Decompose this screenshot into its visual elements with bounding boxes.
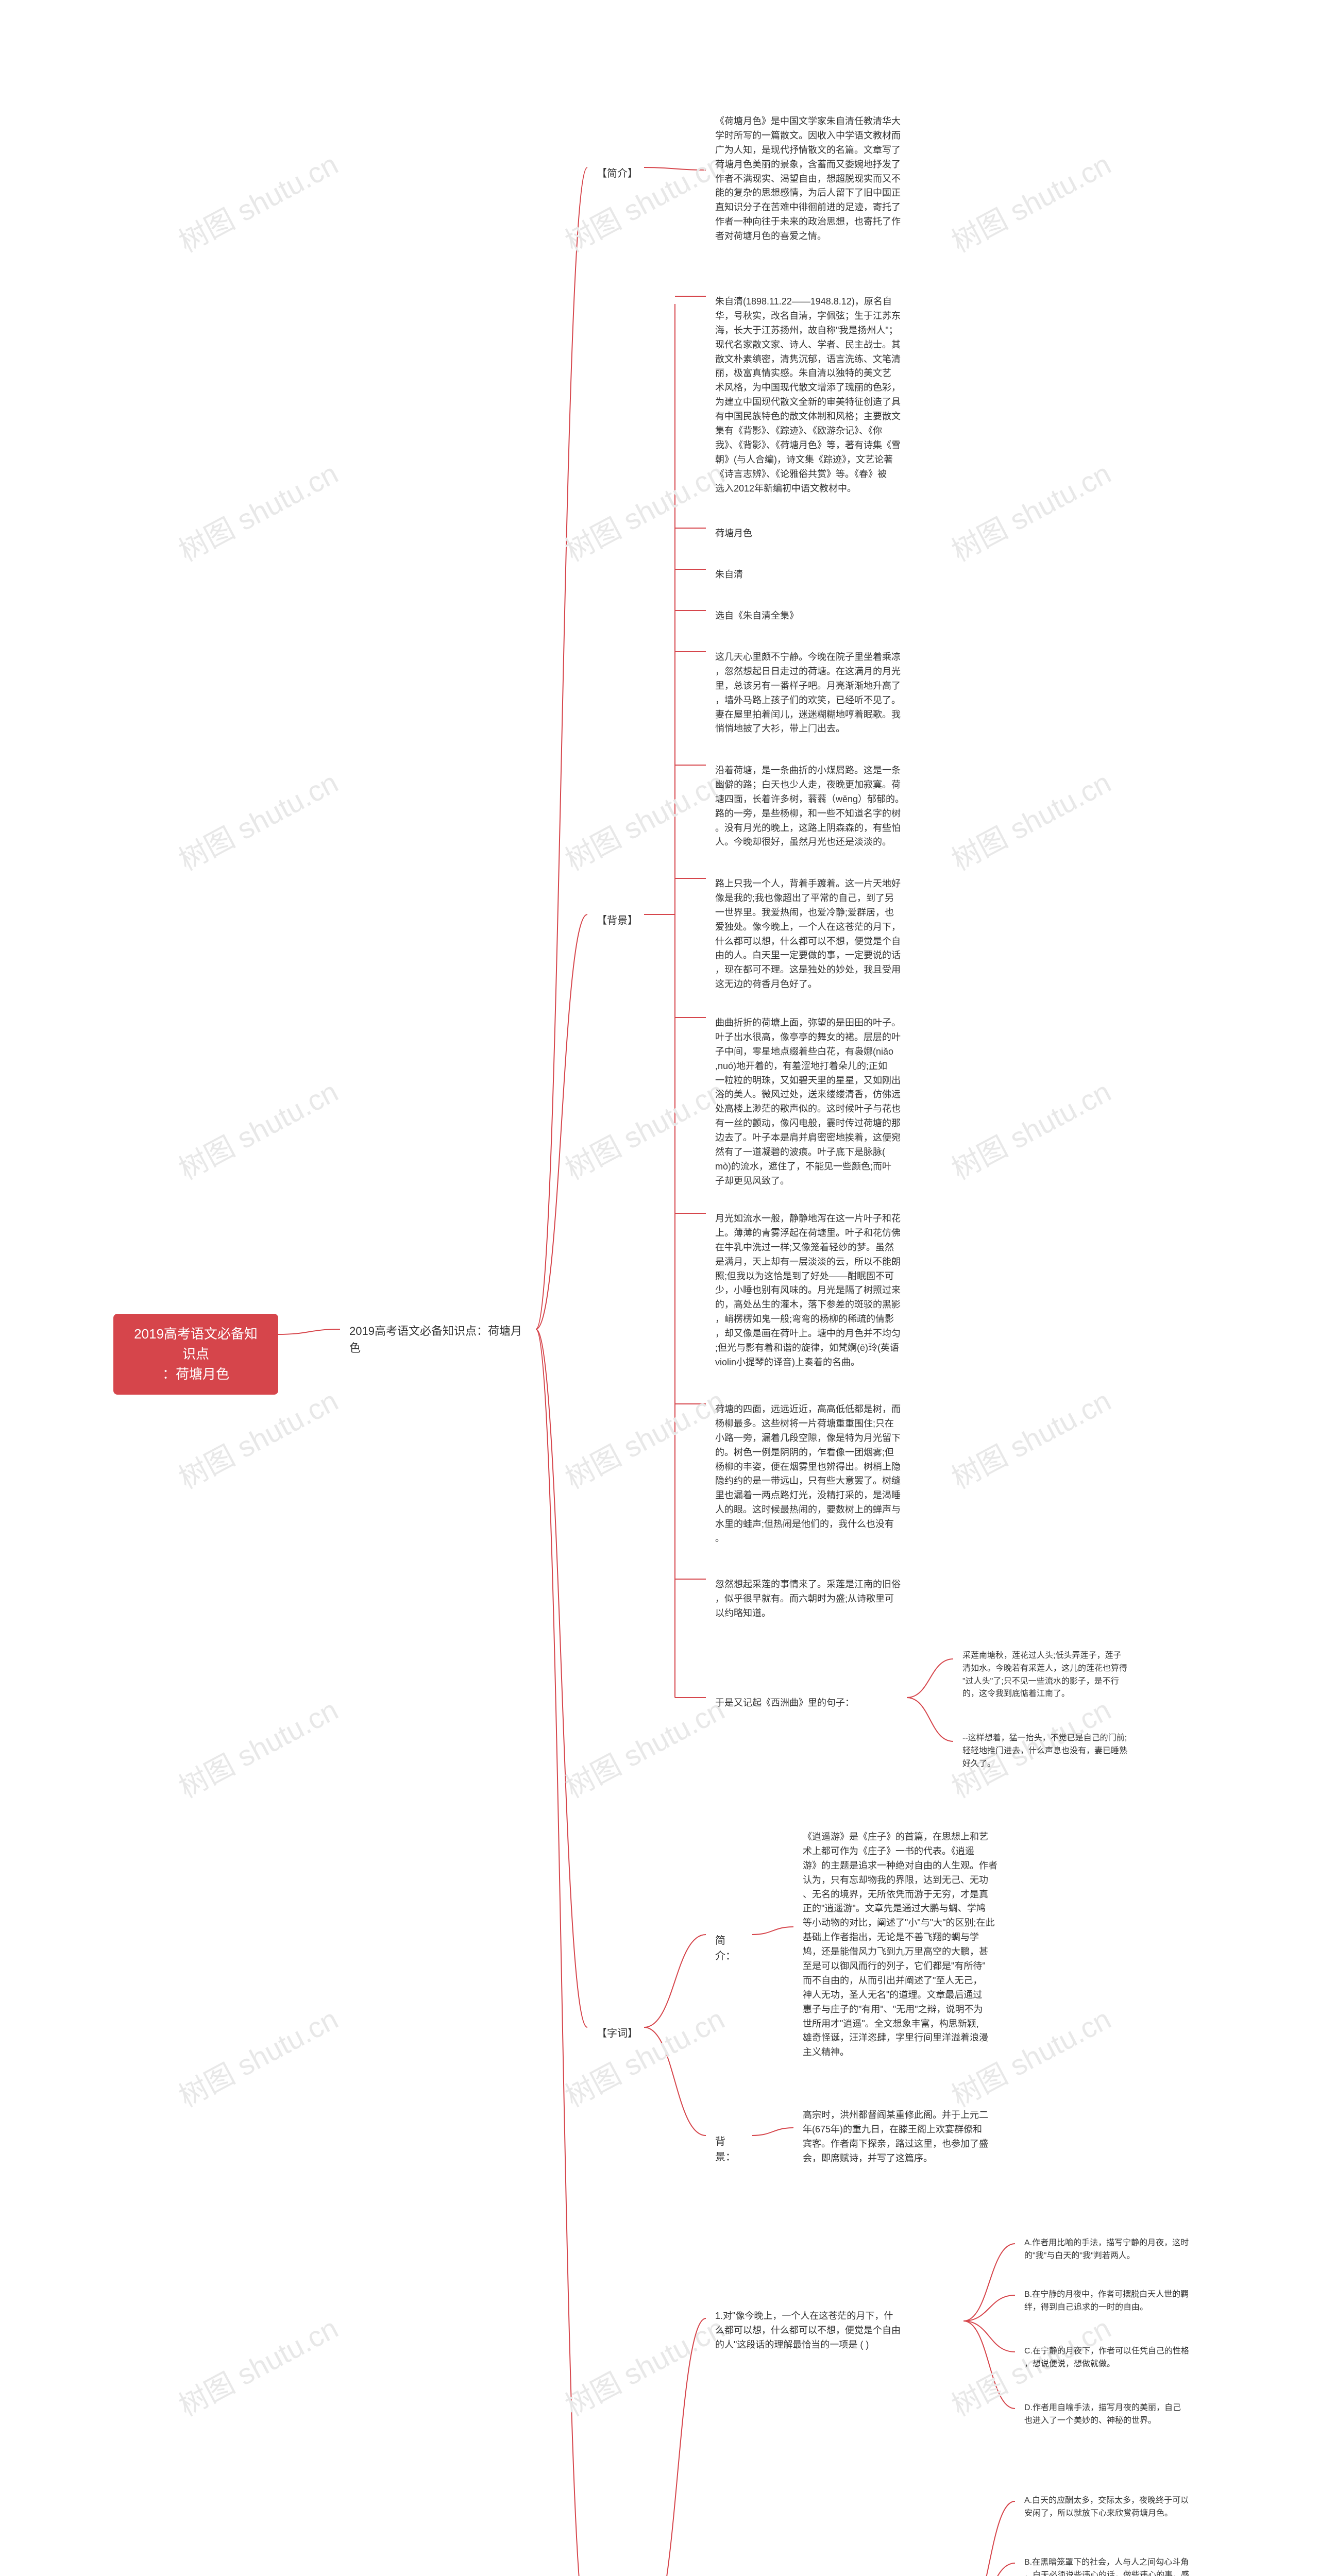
watermark: 树图 shutu.cn	[171, 1687, 345, 1806]
mindmap-node: 月光如流水一般，静静地泻在这一片叶子和花上。薄薄的青雾浮起在荷塘里。叶子和花仿佛…	[706, 1206, 974, 1376]
mindmap-node: B.在宁静的月夜中，作者可摆脱白天人世的羁绊，得到自己追求的一时的自由。	[1015, 2282, 1273, 2320]
watermark: 树图 shutu.cn	[171, 1378, 345, 1497]
watermark: 树图 shutu.cn	[171, 142, 345, 261]
mindmap-node: 路上只我一个人，背着手踱着。这一片天地好像是我的;我也像超出了平常的自己，到了另…	[706, 871, 974, 998]
mindmap-node: 朱自清(1898.11.22——1948.8.12)，原名自华，号秋实，改名自清…	[706, 289, 974, 502]
mindmap-node: 朱自清	[706, 562, 974, 588]
mindmap-node: 荷塘月色	[706, 520, 974, 547]
watermark: 树图 shutu.cn	[171, 451, 345, 570]
mindmap-node: 背景：	[706, 2128, 752, 2171]
mindmap-node: 1.对"像今晚上，一个人在这苍茫的月下，什么都可以想，什么都可以不想，便觉是个自…	[706, 2303, 963, 2359]
mindmap-node: 《逍遥游》是《庄子》的首篇，在思想上和艺术上都可作为《庄子》一书的代表。《逍遥游…	[793, 1824, 1061, 2066]
mindmap-node: 《荷塘月色》是中国文学家朱自清任教清华大学时所写的一篇散文。因收入中学语文教材而…	[706, 108, 974, 250]
section-node: 【背景】	[587, 907, 644, 935]
watermark: 树图 shutu.cn	[171, 760, 345, 879]
watermark: 树图 shutu.cn	[557, 451, 731, 570]
mindmap-node: 于是又记起《西洲曲》里的句子：	[706, 1690, 907, 1717]
watermark: 树图 shutu.cn	[171, 1996, 345, 2115]
watermark: 树图 shutu.cn	[557, 2306, 731, 2425]
mindmap-node: 这几天心里颇不宁静。今晚在院子里坐着乘凉，忽然想起日日走过的荷塘。在这满月的月光…	[706, 644, 974, 742]
watermark: 树图 shutu.cn	[171, 1069, 345, 1188]
mindmap-node: B.在黑暗笼罩下的社会，人与人之间勾心斗角，白天必须说些违心的话，做些违心的事，…	[1015, 2550, 1273, 2576]
watermark: 树图 shutu.cn	[557, 1996, 731, 2115]
root-node: 2019高考语文必备知识点：荷塘月色	[113, 1314, 278, 1395]
mindmap-node: D.作者用自喻手法，描写月夜的美丽，自己也进入了一个美妙的、神秘的世界。	[1015, 2396, 1273, 2434]
mindmap-node: 忽然想起采莲的事情来了。采莲是江南的旧俗，似乎很早就有。而六朝时为盛;从诗歌里可…	[706, 1571, 974, 1627]
watermark: 树图 shutu.cn	[557, 1069, 731, 1188]
level1-node: 2019高考语文必备知识点：荷塘月色	[340, 1316, 536, 1363]
mindmap-node: 沿着荷塘，是一条曲折的小煤屑路。这是一条幽僻的路；白天也少人走，夜晚更加寂寞。荷…	[706, 757, 974, 856]
mindmap-node: --这样想着，猛一抬头，不觉已是自己的门前;轻轻地推门进去，什么声息也没有，妻已…	[953, 1726, 1211, 1776]
watermark: 树图 shutu.cn	[557, 1378, 731, 1497]
mindmap-node: 选自《朱自清全集》	[706, 603, 974, 630]
watermark: 树图 shutu.cn	[557, 760, 731, 879]
section-node: 【简介】	[587, 160, 644, 188]
mindmap-node: 采莲南塘秋，莲花过人头;低头弄莲子，莲子清如水。今晚若有采莲人，这儿的莲花也算得…	[953, 1643, 1211, 1707]
mindmap-node: 荷塘的四面，远远近近，高高低低都是树，而杨柳最多。这些树将一片荷塘重重围住;只在…	[706, 1396, 974, 1552]
mindmap-node: A.白天的应酬太多，交际太多，夜晚终于可以安闲了，所以就放下心来欣赏荷塘月色。	[1015, 2488, 1273, 2527]
mindmap-node: 简介：	[706, 1927, 752, 1970]
watermark: 树图 shutu.cn	[557, 1687, 731, 1806]
watermark: 树图 shutu.cn	[171, 2306, 345, 2425]
mindmap-node: A.作者用比喻的手法，描写宁静的月夜，这时的"我"与白天的"我"判若两人。	[1015, 2231, 1273, 2269]
mindmap-node: C.在宁静的月夜下，作者可以任凭自己的性格，想说便说，想做就做。	[1015, 2339, 1273, 2377]
mindmap-node: 曲曲折折的荷塘上面，弥望的是田田的叶子。叶子出水很高，像亭亭的舞女的裙。层层的叶…	[706, 1010, 974, 1195]
mindmap-node: 高宗时，洪州都督阎某重修此阁。并于上元二年(675年)的重九日，在滕王阁上欢宴群…	[793, 2102, 1061, 2172]
section-node: 【字词】	[587, 2020, 644, 2047]
